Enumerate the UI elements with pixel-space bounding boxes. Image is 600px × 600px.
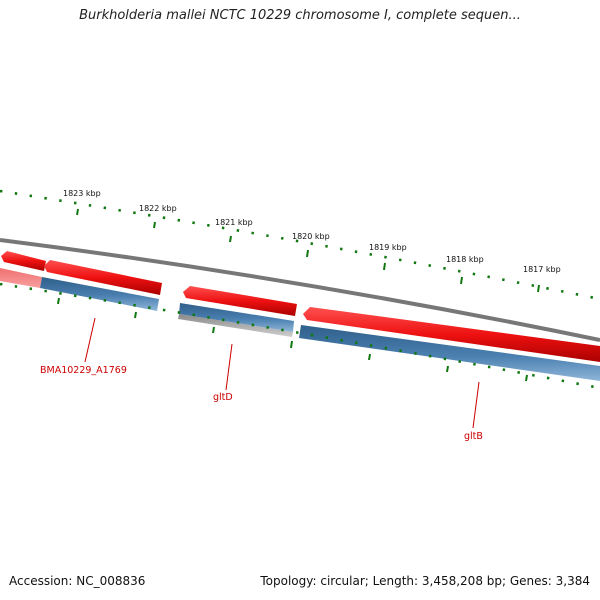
genome-backbone — [0, 238, 600, 342]
forward-cds-arrow — [183, 286, 297, 316]
gene-label[interactable]: gltD — [213, 392, 233, 403]
scale-major-tick — [212, 326, 215, 334]
reverse-gene-bar — [178, 314, 293, 337]
scale-major-tick — [134, 311, 137, 319]
scale-label: 1823 kbp — [63, 189, 101, 198]
scale-label: 1818 kbp — [446, 255, 484, 264]
scale-label: 1817 kbp — [523, 265, 561, 274]
scale-major-tick — [57, 297, 60, 305]
scale-major-tick — [368, 353, 371, 361]
scale-major-tick — [229, 235, 232, 243]
gene-label[interactable]: BMA10229_A1769 — [40, 365, 127, 376]
scale-label: 1819 kbp — [369, 243, 407, 252]
scale-major-tick — [153, 221, 156, 229]
scale-label: 1821 kbp — [215, 218, 253, 227]
forward-cds-arrow — [1, 251, 46, 271]
scale-major-tick — [383, 262, 386, 271]
forward-cds-arrow — [303, 307, 600, 362]
scale-major-tick — [537, 284, 540, 293]
scale-major-tick — [460, 276, 463, 285]
scale-major-tick — [446, 365, 449, 373]
scale-major-tick — [525, 374, 528, 382]
scale-major-tick — [290, 340, 293, 349]
gene-label[interactable]: gltB — [464, 431, 483, 442]
scale-label: 1820 kbp — [292, 232, 330, 241]
summary-text: Topology: circular; Length: 3,458,208 bp… — [260, 574, 590, 588]
scale-major-tick — [76, 208, 79, 216]
gene-leader-line — [84, 317, 96, 363]
scale-ring-outer — [0, 189, 600, 301]
reverse-gene-bar — [299, 325, 600, 381]
reverse-gene-bar — [0, 268, 42, 288]
gene-leader-line — [472, 381, 480, 429]
reverse-gene-bar — [179, 303, 294, 332]
gene-leader-line — [225, 343, 233, 391]
forward-cds-arrow — [44, 260, 162, 295]
reverse-gene-bar — [40, 277, 159, 311]
scale-major-tick — [306, 249, 309, 258]
accession-text: Accession: NC_008836 — [9, 574, 146, 588]
scale-label: 1822 kbp — [139, 204, 177, 213]
page-title: Burkholderia mallei NCTC 10229 chromosom… — [79, 8, 521, 23]
